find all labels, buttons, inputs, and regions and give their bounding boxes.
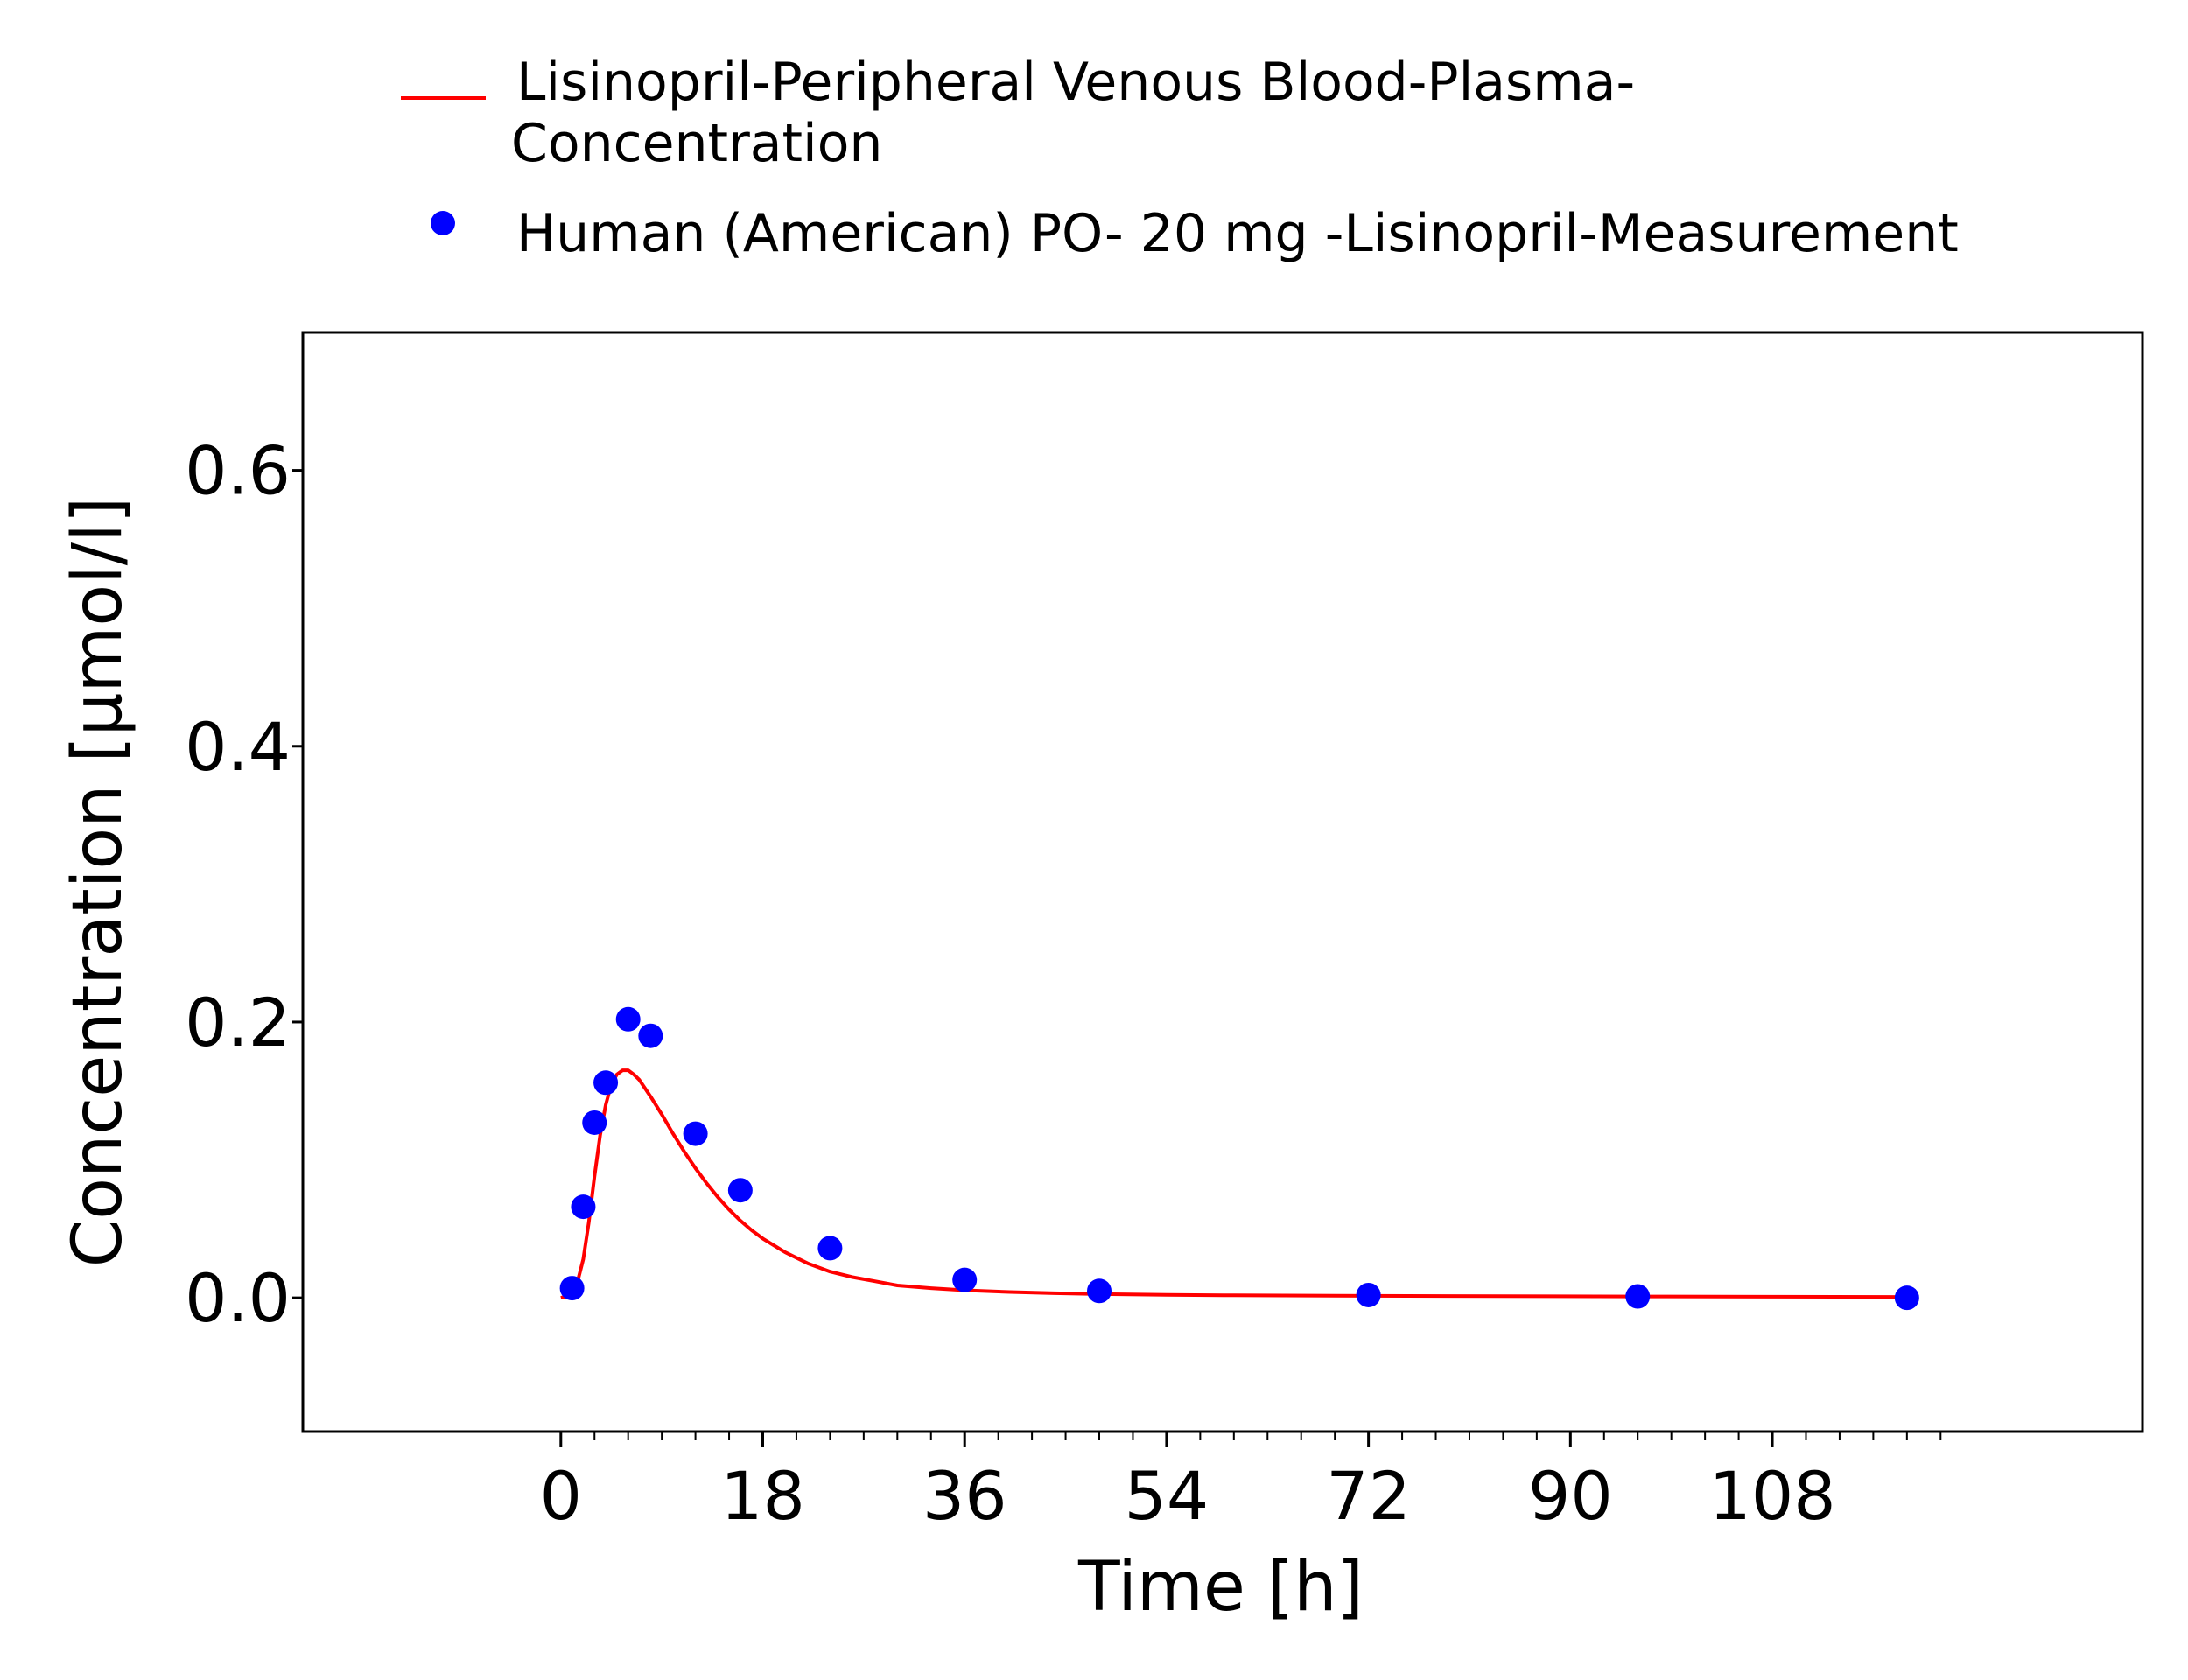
x-tick-label: 0 (540, 1457, 582, 1535)
measurement-point (615, 1006, 641, 1032)
measurement-point (727, 1178, 753, 1203)
simulation-line (560, 1068, 1907, 1300)
measurement-point (593, 1070, 619, 1096)
y-tick-label: 0.6 (185, 432, 291, 510)
legend-label-marker: Human (American) PO- 20 mg -Lisinopril-M… (516, 203, 1959, 264)
x-axis-title: Time [h] (1077, 1548, 1364, 1627)
measurement-point (1087, 1278, 1112, 1304)
measurement-point (582, 1110, 607, 1135)
measurement-point (817, 1236, 843, 1261)
legend-label-line-2: Concentration (511, 113, 882, 174)
x-tick-label: 54 (1125, 1457, 1210, 1535)
x-tick-label: 18 (720, 1457, 805, 1535)
measurement-point (1356, 1282, 1381, 1307)
y-tick-label: 0.0 (185, 1259, 291, 1337)
y-axis: 0.0 0.2 0.4 0.6 (185, 432, 303, 1337)
x-tick-label: 108 (1709, 1457, 1836, 1535)
measurement-point (952, 1267, 978, 1292)
legend: Lisinopril-Peripheral Venous Blood-Plasm… (401, 52, 1959, 264)
measurement-point (638, 1023, 663, 1048)
plot-frame (301, 331, 2144, 1433)
x-axis: 0 18 36 54 72 90 108 (540, 1432, 1942, 1535)
legend-marker-swatch (431, 211, 455, 235)
legend-label-line-1: Lisinopril-Peripheral Venous Blood-Plasm… (516, 52, 1635, 113)
x-tick-label: 36 (922, 1457, 1007, 1535)
x-tick-label: 72 (1326, 1457, 1411, 1535)
y-axis-title: Concentration [µmol/l] (59, 497, 137, 1267)
x-tick-label: 90 (1528, 1457, 1613, 1535)
y-tick-label: 0.2 (185, 984, 291, 1061)
y-tick-label: 0.4 (185, 708, 291, 786)
measurement-point (1894, 1285, 1919, 1311)
measurement-point (1625, 1284, 1651, 1309)
measurement-point (683, 1121, 708, 1146)
measurement-point (571, 1194, 596, 1220)
plot-area (559, 1006, 1919, 1311)
measurement-point (559, 1276, 585, 1301)
